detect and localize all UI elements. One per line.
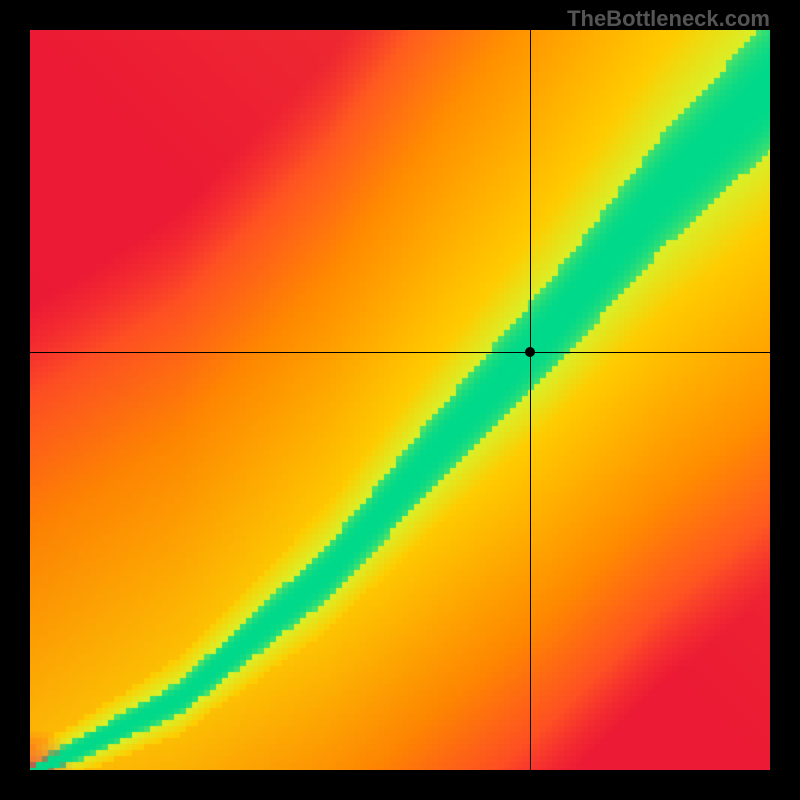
heatmap-plot-area	[30, 30, 770, 770]
crosshair-vertical	[530, 30, 531, 770]
heatmap-canvas	[30, 30, 770, 770]
crosshair-horizontal	[30, 352, 770, 353]
watermark-text: TheBottleneck.com	[567, 6, 770, 32]
crosshair-marker-dot	[525, 347, 535, 357]
